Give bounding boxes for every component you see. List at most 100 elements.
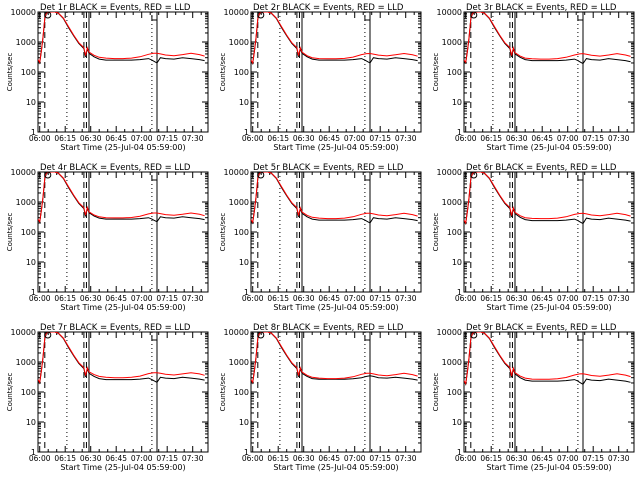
y-axis-label: Counts/sec [219,53,227,92]
series-group [251,172,418,225]
series-line-lld [38,172,205,224]
y-tick-label: 100 [234,388,249,397]
panel-title: Det 5r BLACK = Events, RED = LLD [253,163,404,173]
x-tick-label: 06:45 [318,454,340,463]
interval-bracket [151,15,157,21]
x-tick-label: 06:15 [267,294,289,303]
x-tick-label: 07:15 [369,294,391,303]
x-tick-label: 07:15 [582,454,604,463]
x-tick-label: 07:00 [344,294,366,303]
plot-frame [463,171,635,293]
y-tick-label: 10 [452,98,462,107]
y-axis-label: Counts/sec [6,373,14,412]
x-tick-label: 06:30 [506,134,528,143]
y-tick-label: 1000 [442,358,462,367]
peak-marker [44,171,52,179]
series-group [464,332,631,386]
peak-marker [257,171,265,179]
y-axis-label: Counts/sec [219,373,227,412]
x-tick-label: 07:30 [395,134,417,143]
x-tick-label: 06:00 [455,454,477,463]
interval-bracket [151,175,157,181]
y-tick-label: 1000 [16,358,36,367]
x-tick-label: 06:30 [80,294,102,303]
peak-marker [44,11,52,19]
x-tick-label: 06:30 [80,454,102,463]
x-tick-label: 07:30 [608,134,630,143]
series-line-lld [464,172,631,225]
x-tick-label: 07:00 [557,294,579,303]
y-tick-label: 100 [234,68,249,77]
x-axis-label: Start Time (25-Jul-04 05:59:00) [486,463,611,472]
series-line-events [464,172,631,226]
y-tick-label: 1 [31,128,36,137]
x-tick-label: 07:30 [608,454,630,463]
y-tick-label: 10 [26,258,36,267]
x-tick-label: 07:30 [182,294,204,303]
x-tick-label: 07:15 [582,134,604,143]
x-tick-label: 06:00 [29,454,51,463]
panel-title: Det 9r BLACK = Events, RED = LLD [466,323,617,333]
panel-title: Det 3r BLACK = Events, RED = LLD [466,3,617,13]
series-line-events [464,332,631,386]
y-tick-label: 100 [21,68,36,77]
x-tick-label: 06:15 [54,134,76,143]
y-tick-label: 100 [447,388,462,397]
x-tick-label: 06:15 [480,454,502,463]
x-tick-label: 06:00 [455,134,477,143]
y-tick-label: 1 [457,448,462,457]
panel-8: 1 10 100 1000 10000 06:00 06:15 06:30 06:45 07:00… [219,323,422,472]
y-axis-label: Counts/sec [219,213,227,252]
x-tick-label: 07:00 [344,134,366,143]
series-group [464,12,631,65]
interval-bracket [364,335,370,341]
peak-marker [44,331,52,339]
series-line-events [38,332,205,385]
panel-title: Det 1r BLACK = Events, RED = LLD [40,3,191,13]
panel-title: Det 7r BLACK = Events, RED = LLD [40,323,191,333]
x-tick-label: 07:30 [608,294,630,303]
x-tick-label: 07:00 [344,454,366,463]
x-tick-label: 06:15 [267,134,289,143]
y-tick-label: 10000 [11,8,36,17]
series-line-events [251,12,418,66]
x-axis-label: Start Time (25-Jul-04 05:59:00) [273,143,398,152]
x-tick-label: 06:45 [531,294,553,303]
y-tick-label: 1 [244,448,249,457]
y-tick-label: 10000 [224,328,249,337]
peak-marker [257,11,265,19]
interval-bracket [577,15,583,21]
x-tick-label: 06:30 [506,294,528,303]
series-line-lld [251,172,418,224]
peak-marker [470,171,478,179]
x-tick-label: 06:45 [105,454,127,463]
series-group [464,172,631,226]
peak-marker [470,331,478,339]
series-group [251,332,418,385]
x-tick-label: 07:00 [131,454,153,463]
y-tick-label: 1 [31,288,36,297]
x-tick-label: 06:30 [293,134,315,143]
plot-frame [463,11,635,133]
x-tick-label: 07:15 [156,134,178,143]
x-tick-label: 07:30 [395,294,417,303]
x-tick-label: 07:00 [131,134,153,143]
series-line-lld [464,332,631,386]
panel-1: 1 10 100 1000 10000 06:00 06:15 06:30 06:45 07:00… [6,3,209,152]
plot-frame [37,331,209,453]
panel-title: Det 6r BLACK = Events, RED = LLD [466,163,617,173]
series-group [38,332,205,385]
y-tick-label: 1 [244,288,249,297]
y-tick-label: 10000 [224,168,249,177]
y-tick-label: 10 [239,258,249,267]
plot-frame [37,11,209,133]
y-tick-label: 1000 [229,198,249,207]
x-tick-label: 07:00 [557,134,579,143]
x-tick-label: 07:15 [582,294,604,303]
x-tick-label: 07:30 [182,454,204,463]
x-tick-label: 06:30 [293,454,315,463]
y-tick-label: 1 [31,448,36,457]
panel-3: 1 10 100 1000 10000 06:00 06:15 06:30 06:45 07:00… [432,3,635,152]
series-line-lld [251,332,418,384]
